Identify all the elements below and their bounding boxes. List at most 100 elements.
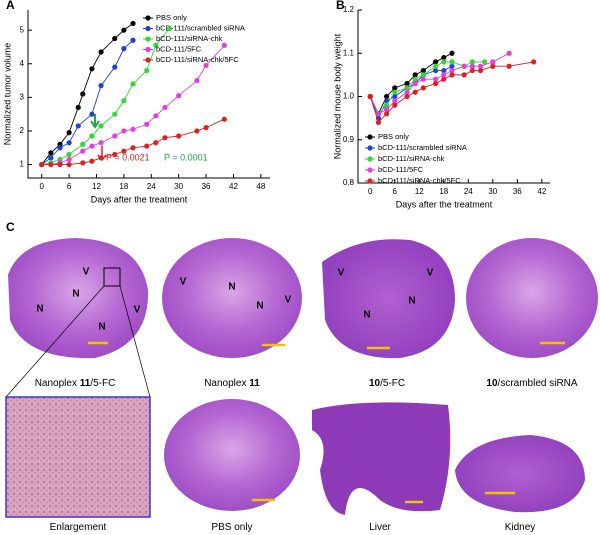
legend-marker bbox=[145, 15, 151, 21]
data-point bbox=[412, 76, 418, 82]
data-point bbox=[194, 128, 200, 134]
histology bbox=[5, 238, 598, 518]
data-point bbox=[153, 42, 159, 48]
legend-label: bCD-111/siRNA-chk/5FC bbox=[378, 176, 461, 185]
y-tick-label: 1.0 bbox=[343, 92, 355, 101]
data-point bbox=[121, 98, 127, 104]
data-point bbox=[221, 116, 227, 122]
y-tick-label: 1.2 bbox=[343, 5, 355, 14]
data-point bbox=[89, 158, 95, 164]
x-tick-label: 18 bbox=[119, 182, 128, 191]
image-caption: 10/scrambled siRNA bbox=[486, 378, 577, 389]
y-tick-label: 1.1 bbox=[343, 48, 355, 57]
data-point bbox=[66, 161, 72, 168]
x-tick-label: 36 bbox=[513, 187, 522, 196]
x-tick-label: 12 bbox=[92, 182, 101, 191]
caption-part: Liver bbox=[369, 522, 391, 533]
data-point bbox=[392, 102, 398, 108]
data-point bbox=[75, 123, 81, 129]
data-point bbox=[75, 104, 81, 111]
data-point bbox=[383, 93, 390, 100]
data-point bbox=[404, 93, 410, 100]
data-point bbox=[506, 50, 512, 56]
data-point bbox=[469, 67, 475, 74]
series-line bbox=[41, 23, 134, 165]
caption-part: PBS only bbox=[211, 522, 252, 533]
data-point bbox=[153, 113, 159, 119]
region-label: V bbox=[134, 305, 141, 316]
image-caption: Nanoplex 11 bbox=[204, 378, 260, 389]
data-point bbox=[48, 150, 54, 156]
region-label: V bbox=[427, 268, 434, 279]
caption-part: 11 bbox=[249, 378, 260, 389]
data-point bbox=[48, 155, 54, 161]
data-point bbox=[130, 145, 136, 151]
data-point bbox=[375, 111, 382, 117]
legend-marker bbox=[145, 46, 151, 53]
data-point bbox=[130, 81, 136, 87]
x-tick-label: 6 bbox=[67, 182, 72, 191]
region-label: N bbox=[408, 296, 415, 307]
data-point bbox=[66, 140, 72, 146]
data-point bbox=[420, 67, 426, 74]
data-point bbox=[404, 85, 410, 91]
data-point bbox=[449, 72, 455, 78]
data-point bbox=[194, 77, 200, 84]
x-tick-label: 42 bbox=[537, 187, 546, 196]
caption-part: 11 bbox=[80, 378, 91, 389]
data-point bbox=[48, 161, 54, 168]
series-line bbox=[369, 52, 510, 115]
y-tick-label: 0.9 bbox=[343, 135, 355, 144]
axis bbox=[27, 10, 270, 179]
data-point bbox=[392, 89, 398, 95]
data-point bbox=[383, 102, 390, 108]
data-point bbox=[80, 91, 86, 97]
region-label: V bbox=[285, 295, 292, 306]
data-point bbox=[57, 145, 63, 151]
x-tick-label: 0 bbox=[39, 182, 44, 191]
data-point bbox=[449, 59, 455, 65]
data-point bbox=[144, 143, 150, 149]
data-point bbox=[383, 98, 390, 104]
x-tick-label: 36 bbox=[202, 182, 211, 191]
data-point bbox=[89, 143, 95, 149]
data-point bbox=[112, 111, 118, 117]
data-point bbox=[433, 63, 439, 69]
region-label: V bbox=[180, 277, 187, 288]
data-point bbox=[490, 63, 496, 69]
data-point bbox=[477, 63, 484, 69]
legend-marker bbox=[367, 156, 373, 162]
data-point bbox=[461, 72, 467, 78]
data-point bbox=[367, 93, 373, 100]
data-point bbox=[441, 54, 447, 61]
data-point bbox=[121, 148, 127, 154]
data-point bbox=[89, 111, 95, 117]
y-tick-label: 5 bbox=[20, 25, 25, 34]
image-caption: 10/5-FC bbox=[369, 378, 405, 389]
caption-part: Enlargement bbox=[50, 522, 107, 533]
data-point bbox=[66, 151, 72, 158]
caption-part: 10 bbox=[486, 378, 498, 389]
data-point bbox=[144, 67, 150, 74]
caption-part: Nanoplex bbox=[35, 378, 80, 389]
x-tick-label: 24 bbox=[464, 187, 473, 196]
legend-marker bbox=[367, 134, 373, 140]
caption-part: Kidney bbox=[505, 522, 536, 533]
series-line bbox=[369, 52, 453, 115]
data-point bbox=[89, 133, 95, 139]
image-caption: Kidney bbox=[505, 522, 536, 533]
region-label: N bbox=[228, 282, 235, 293]
legend-label: PBS only bbox=[156, 13, 187, 22]
y-tick-label: 1 bbox=[20, 160, 25, 169]
region-label: V bbox=[338, 268, 345, 279]
series-line bbox=[41, 39, 134, 165]
series-line bbox=[369, 61, 534, 124]
data-point bbox=[98, 155, 104, 161]
series-line bbox=[369, 65, 453, 120]
data-point bbox=[144, 121, 150, 127]
data-point bbox=[166, 25, 173, 32]
data-point bbox=[121, 46, 127, 52]
caption-part: 10 bbox=[369, 378, 381, 389]
data-point bbox=[383, 106, 390, 113]
legend-label: bCD-111/5FC bbox=[156, 44, 202, 53]
